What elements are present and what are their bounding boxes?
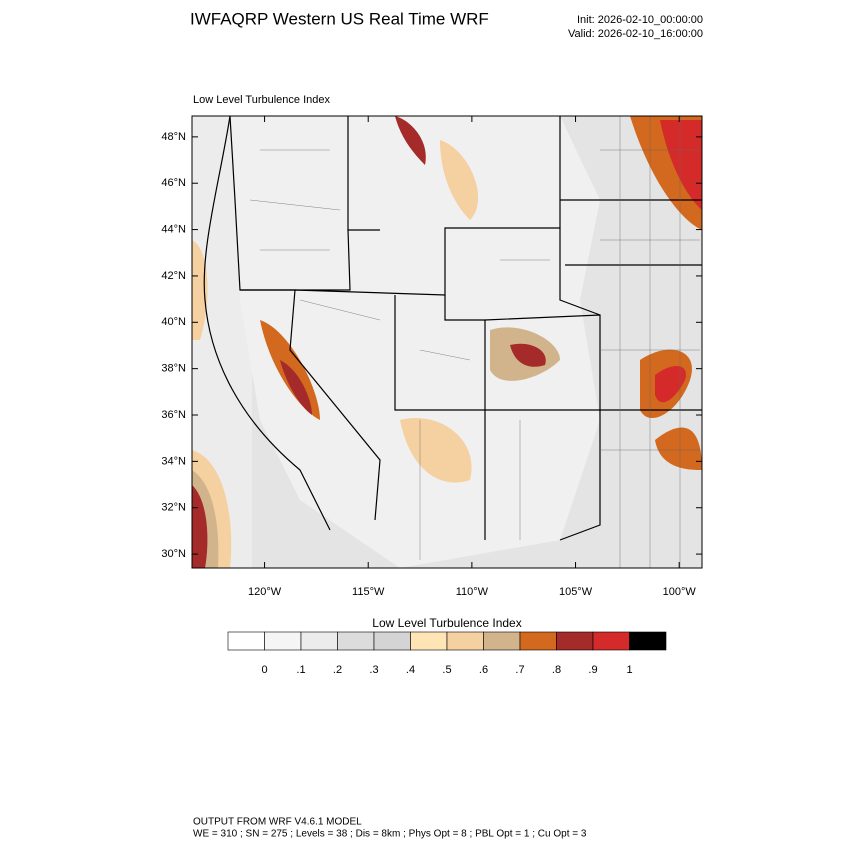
title: IWFAQRP Western US Real Time WRF bbox=[190, 9, 489, 28]
colorbar-label: .1 bbox=[296, 664, 305, 676]
footer-line: WE = 310 ; SN = 275 ; Levels = 38 ; Dis … bbox=[193, 829, 587, 840]
valid-time: Valid: 2026-02-10_16:00:00 bbox=[568, 28, 703, 40]
state-borders bbox=[203, 115, 702, 541]
lon-tick-label: 115°W bbox=[352, 586, 385, 598]
init-time: Init: 2026-02-10_00:00:00 bbox=[577, 14, 703, 26]
map-title: Low Level Turbulence Index bbox=[193, 94, 330, 106]
colorbar-box bbox=[592, 631, 630, 651]
county-borders bbox=[249, 116, 700, 568]
lat-tick-label: 46°N bbox=[161, 177, 186, 189]
lat-tick-label: 36°N bbox=[161, 409, 186, 421]
colorbar-label: .7 bbox=[515, 664, 524, 676]
colorbar-box bbox=[483, 631, 521, 651]
colorbar-label: .4 bbox=[406, 664, 415, 676]
colorbar-box bbox=[337, 631, 375, 651]
lon-tick-label: 120°W bbox=[248, 586, 282, 598]
colorbar-box bbox=[556, 631, 594, 651]
colorbar: 0 .1 .2 .3 .4 .5 .6 .7 .8 .9 1 bbox=[227, 631, 667, 676]
lon-tick-label: 100°W bbox=[663, 586, 697, 598]
colorbar-box bbox=[629, 631, 667, 651]
colorbar-title: Low Level Turbulence Index bbox=[372, 616, 521, 630]
lat-tick-label: 40°N bbox=[161, 316, 186, 328]
lat-tick-label: 30°N bbox=[161, 548, 186, 560]
colorbar-box bbox=[446, 631, 484, 651]
lat-tick-label: 48°N bbox=[161, 131, 186, 143]
colorbar-label: .2 bbox=[333, 664, 342, 676]
map-field bbox=[192, 116, 702, 568]
footer-line: OUTPUT FROM WRF V4.6.1 MODEL bbox=[193, 817, 362, 828]
colorbar-box bbox=[300, 631, 338, 651]
colorbar-box bbox=[227, 631, 265, 651]
colorbar-label: 1 bbox=[626, 664, 632, 676]
colorbar-box bbox=[264, 631, 302, 651]
map-frame bbox=[191, 115, 703, 569]
lon-tick-label: 105°W bbox=[559, 586, 593, 598]
colorbar-label: .3 bbox=[369, 664, 378, 676]
lon-tick-label: 110°W bbox=[456, 586, 489, 598]
colorbar-box bbox=[373, 631, 411, 651]
colorbar-label: .5 bbox=[442, 664, 451, 676]
colorbar-box bbox=[410, 631, 448, 651]
colorbar-label: .9 bbox=[588, 664, 597, 676]
colorbar-label: 0 bbox=[261, 664, 267, 676]
colorbar-box bbox=[519, 631, 557, 651]
lat-tick-label: 32°N bbox=[161, 502, 186, 514]
colorbar-label: .6 bbox=[479, 664, 488, 676]
lat-tick-label: 44°N bbox=[161, 223, 186, 235]
colorbar-label: .8 bbox=[552, 664, 561, 676]
lat-tick-label: 38°N bbox=[161, 363, 186, 375]
lat-tick-label: 42°N bbox=[161, 270, 186, 282]
lat-tick-label: 34°N bbox=[161, 455, 186, 467]
